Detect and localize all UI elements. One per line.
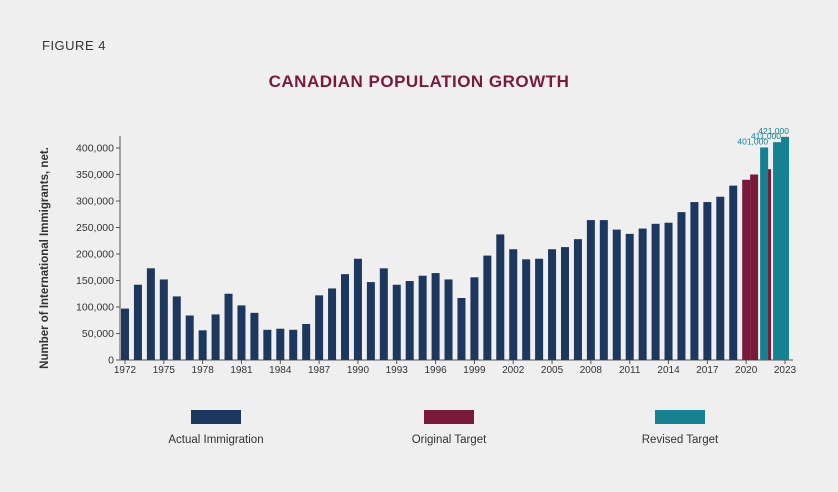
bar-actual-immigration-2006: [561, 247, 569, 360]
x-tick-label: 2020: [735, 365, 758, 376]
x-tick-label: 2005: [541, 365, 564, 376]
legend-actual: Actual Immigration: [156, 410, 276, 446]
legend-label-original: Original Target: [411, 434, 487, 446]
x-tick-label: 2002: [502, 365, 525, 376]
legend-swatch-actual: [191, 410, 241, 424]
bar-actual-immigration-1991: [366, 282, 375, 360]
x-tick-label: 1981: [230, 365, 253, 376]
bar-actual-immigration-1996: [431, 273, 440, 360]
bar-actual-immigration-1979: [211, 314, 220, 360]
y-tick-label: 50,000: [82, 328, 114, 340]
bar-actual-immigration-2019: [729, 185, 738, 360]
y-tick-label: 100,000: [76, 302, 114, 314]
bar-actual-immigration-2001: [496, 234, 505, 360]
bar-actual-immigration-2013: [651, 223, 660, 360]
x-tick-label: 1996: [424, 365, 447, 376]
bar-actual-immigration-1995: [418, 275, 427, 360]
y-tick-label: 0: [108, 355, 114, 367]
legend-label-revised: Revised Target: [641, 434, 719, 446]
bar-actual-immigration-1973: [133, 284, 142, 360]
bar-actual-immigration-1999: [470, 277, 479, 360]
y-tick-label: 350,000: [76, 169, 114, 181]
figure-label: FIGURE 4: [42, 38, 106, 53]
bar-actual-immigration-1985: [289, 329, 298, 360]
bar-revised-target-2023: [781, 136, 789, 360]
y-tick-label: 200,000: [76, 249, 114, 261]
bar-actual-immigration-1980: [224, 293, 233, 360]
chart-title: CANADIAN POPULATION GROWTH: [268, 72, 570, 91]
data-label-2023: 421,000: [758, 126, 789, 136]
x-tick-label: 1990: [347, 365, 370, 376]
bar-original-target-2021: [750, 174, 759, 360]
bar-actual-immigration-2003: [522, 259, 531, 360]
bar-actual-immigration-1998: [457, 297, 466, 360]
legend-swatch-revised: [655, 410, 705, 424]
legend-revised: Revised Target: [625, 410, 735, 446]
x-tick-label: 1987: [308, 365, 331, 376]
x-tick-label: 2023: [774, 365, 797, 376]
bar-actual-immigration-1997: [444, 279, 453, 360]
bar-actual-immigration-2018: [716, 196, 725, 360]
bar-actual-immigration-2015: [677, 212, 686, 360]
bar-actual-immigration-1974: [146, 268, 155, 360]
bar-actual-immigration-2005: [548, 249, 557, 360]
bar-actual-immigration-1994: [405, 281, 414, 360]
x-tick-label: 1999: [463, 365, 486, 376]
bar-actual-immigration-1993: [392, 284, 401, 360]
bar-actual-immigration-2010: [612, 229, 621, 360]
bar-actual-immigration-2009: [599, 220, 608, 360]
legend-original: Original Target: [394, 410, 504, 446]
y-tick-label: 300,000: [76, 196, 114, 208]
bar-revised-target-2022: [773, 142, 782, 360]
x-tick-label: 1984: [269, 365, 292, 376]
data-label-2022: 411,000: [751, 131, 781, 141]
bar-actual-immigration-1977: [185, 315, 194, 360]
bar-actual-immigration-2007: [573, 239, 582, 360]
bar-actual-immigration-1986: [302, 323, 311, 360]
x-tick-label: 2008: [580, 365, 603, 376]
bar-actual-immigration-2012: [638, 228, 647, 360]
bar-actual-immigration-2002: [509, 249, 518, 360]
bar-actual-immigration-2008: [586, 220, 595, 360]
bar-actual-immigration-2017: [703, 202, 712, 360]
y-tick-label: 400,000: [76, 143, 114, 155]
bar-original-target-2020: [742, 179, 751, 360]
bar-revised-target-2021: [760, 147, 769, 360]
bar-actual-immigration-1972: [121, 308, 129, 360]
bar-actual-immigration-1990: [353, 258, 362, 360]
x-tick-label: 1972: [114, 365, 137, 376]
bar-actual-immigration-1987: [315, 295, 324, 360]
bar-actual-immigration-1988: [328, 288, 337, 360]
bar-actual-immigration-1976: [172, 296, 181, 360]
legend-swatch-original: [424, 410, 474, 424]
x-tick-label: 2011: [619, 365, 641, 376]
bar-actual-immigration-2004: [535, 258, 544, 360]
bar-actual-immigration-1975: [159, 279, 168, 360]
data-label-2021: 401,000: [737, 136, 768, 146]
bar-actual-immigration-2000: [483, 255, 492, 360]
bar-actual-immigration-1983: [263, 329, 272, 360]
bar-actual-immigration-2014: [664, 222, 673, 360]
bar-actual-immigration-1989: [341, 274, 349, 360]
y-tick-label: 250,000: [76, 222, 114, 234]
x-tick-label: 2017: [696, 365, 719, 376]
x-tick-label: 1975: [153, 365, 176, 376]
bar-actual-immigration-2011: [625, 233, 634, 360]
bar-actual-immigration-1981: [237, 305, 246, 360]
x-tick-label: 2014: [657, 365, 680, 376]
x-tick-label: 1978: [192, 365, 215, 376]
bar-actual-immigration-1978: [198, 330, 207, 360]
bar-actual-immigration-1992: [379, 268, 388, 360]
bar-actual-immigration-1984: [276, 328, 285, 360]
y-axis-title: Number of International Immigrants, net.: [39, 147, 51, 369]
y-tick-label: 150,000: [76, 275, 114, 287]
bar-actual-immigration-1982: [250, 312, 259, 360]
bar-actual-immigration-2016: [690, 202, 699, 360]
x-tick-label: 1993: [386, 365, 409, 376]
legend-label-actual: Actual Immigration: [168, 434, 264, 446]
